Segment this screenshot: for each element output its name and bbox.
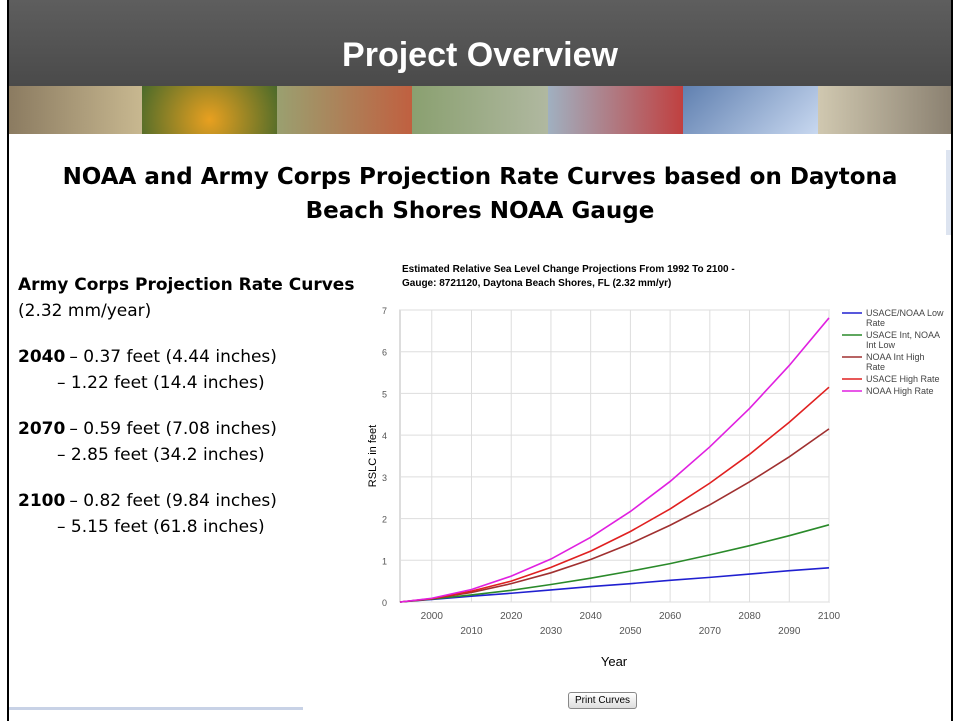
chart-subtitle: Gauge: 8721120, Daytona Beach Shores, FL… [402, 278, 671, 289]
y-tick-label: 3 [382, 473, 387, 483]
x-tick-label: 2010 [460, 626, 483, 637]
x-tick-label: 2020 [500, 611, 523, 622]
y-tick-label: 0 [382, 598, 387, 608]
chart: Estimated Relative Sea Level Change Proj… [0, 0, 960, 721]
x-tick-label: 2030 [540, 626, 563, 637]
y-tick-label: 2 [382, 515, 387, 525]
y-tick-label: 5 [382, 389, 387, 399]
plot-area [400, 310, 829, 602]
y-axis-label: RSLC in feet [367, 425, 379, 487]
x-tick-label: 2060 [659, 611, 682, 622]
x-tick-label: 2090 [778, 626, 801, 637]
x-tick-label: 2040 [580, 611, 603, 622]
chart-title: Estimated Relative Sea Level Change Proj… [402, 264, 735, 275]
slide: Project Overview NOAA and Army Corps Pro… [0, 0, 960, 721]
x-tick-label: 2100 [818, 611, 841, 622]
x-tick-label: 2050 [619, 626, 642, 637]
y-tick-label: 6 [382, 348, 387, 358]
x-tick-label: 2000 [421, 611, 444, 622]
y-tick-label: 1 [382, 556, 387, 566]
x-tick-label: 2070 [699, 626, 722, 637]
legend-label: USACE High Rate [866, 374, 940, 384]
y-tick-label: 4 [382, 431, 387, 441]
y-tick-label: 7 [382, 306, 387, 316]
print-button[interactable]: Print Curves [568, 692, 637, 709]
x-axis-label: Year [601, 654, 628, 669]
legend-label: NOAA High Rate [866, 386, 934, 396]
x-tick-label: 2080 [738, 611, 761, 622]
